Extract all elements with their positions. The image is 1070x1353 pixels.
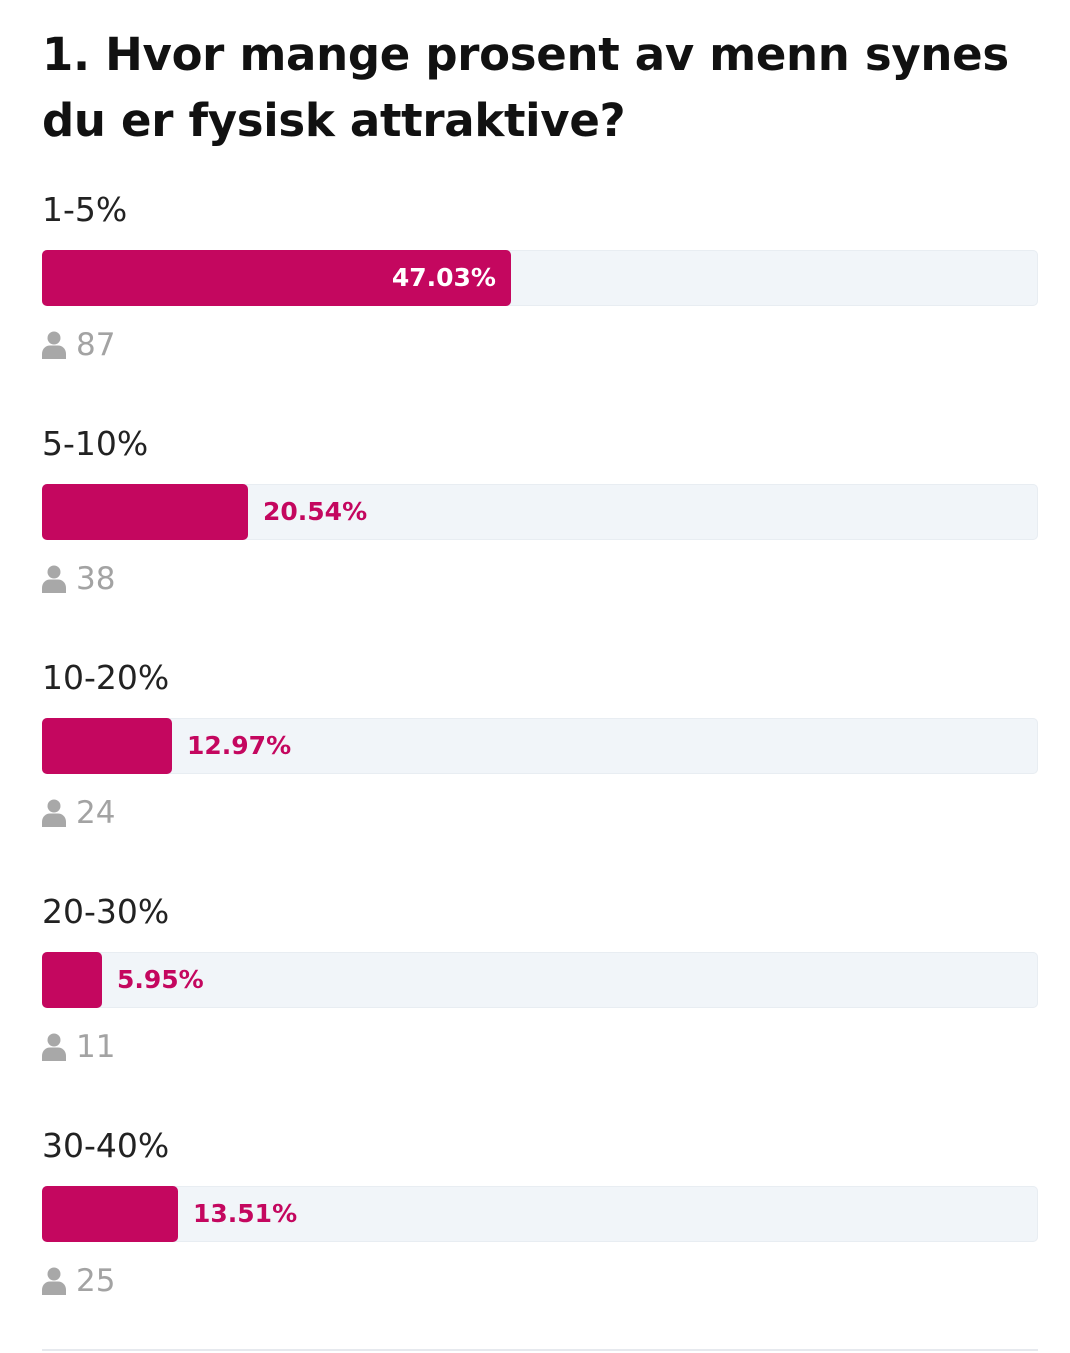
- result-bar-track: 5.95%: [42, 952, 1038, 1008]
- result-bar-track: 20.54%: [42, 484, 1038, 540]
- poll-question: 1. Hvor mange prosent av menn synes du e…: [42, 28, 1009, 147]
- option-label: 30-40%: [42, 1126, 170, 1165]
- vote-count: 25: [76, 1263, 116, 1299]
- result-percentage: 12.97%: [187, 731, 292, 760]
- result-bar-fill: [42, 718, 172, 774]
- result-percentage: 13.51%: [193, 1199, 298, 1228]
- user-icon: [42, 799, 66, 827]
- result-bar-track: 47.03%: [42, 250, 1038, 306]
- vote-count: 38: [76, 561, 116, 597]
- user-icon: [42, 331, 66, 359]
- vote-count-row: 87: [42, 327, 115, 363]
- option-label: 1-5%: [42, 190, 128, 229]
- poll-option-5-10[interactable]: 5-10% 20.54% 38: [42, 424, 1038, 624]
- vote-count: 24: [76, 795, 116, 831]
- vote-count-row: 24: [42, 795, 115, 831]
- poll-option-10-20[interactable]: 10-20% 12.97% 24: [42, 658, 1038, 858]
- result-bar-fill: [42, 1186, 178, 1242]
- option-label: 10-20%: [42, 658, 170, 697]
- divider: [42, 1349, 1038, 1351]
- result-bar-track: 13.51%: [42, 1186, 1038, 1242]
- result-bar-track: 12.97%: [42, 718, 1038, 774]
- result-percentage: 20.54%: [263, 497, 368, 526]
- option-label: 5-10%: [42, 424, 149, 463]
- user-icon: [42, 565, 66, 593]
- result-bar-fill: [42, 250, 511, 306]
- user-icon: [42, 1033, 66, 1061]
- user-icon: [42, 1267, 66, 1295]
- vote-count: 87: [76, 327, 116, 363]
- vote-count-row: 38: [42, 561, 115, 597]
- result-percentage: 47.03%: [391, 263, 496, 292]
- result-bar-fill: [42, 952, 102, 1008]
- result-percentage: 5.95%: [117, 965, 204, 994]
- poll-option-1-5[interactable]: 1-5% 47.03% 87: [42, 190, 1038, 390]
- poll-option-20-30[interactable]: 20-30% 5.95% 11: [42, 892, 1038, 1092]
- vote-count-row: 11: [42, 1029, 115, 1065]
- poll-option-30-40[interactable]: 30-40% 13.51% 25: [42, 1126, 1038, 1326]
- option-label: 20-30%: [42, 892, 170, 931]
- vote-count: 11: [76, 1029, 116, 1065]
- vote-count-row: 25: [42, 1263, 115, 1299]
- result-bar-fill: [42, 484, 248, 540]
